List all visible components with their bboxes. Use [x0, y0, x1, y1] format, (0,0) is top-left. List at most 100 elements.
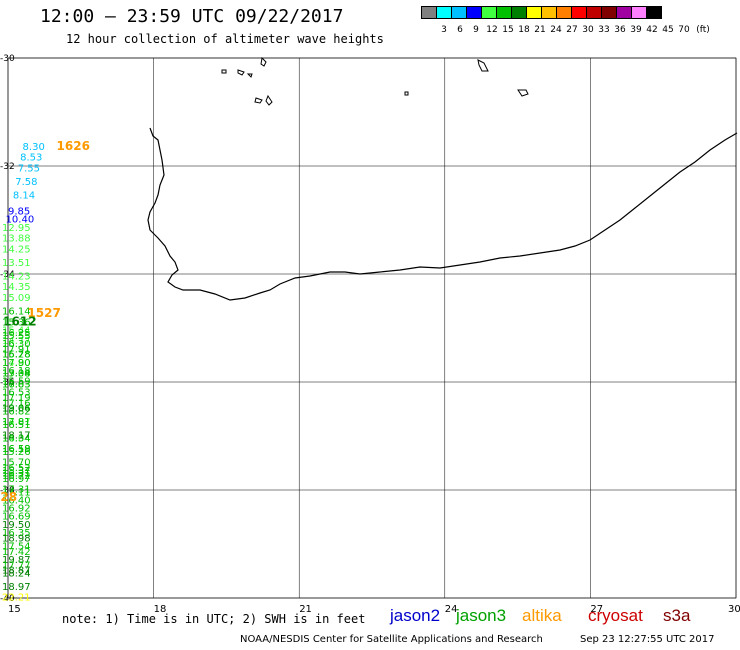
wave-height-label: 17.16 — [2, 398, 31, 409]
wave-height-label: 16.82 — [2, 406, 31, 417]
legend-label-1: 6 — [457, 25, 463, 35]
y-tick-label: -38 — [0, 486, 15, 496]
wave-height-label: 18.17 — [2, 431, 31, 442]
islands — [221, 56, 529, 106]
wave-height-label: 8.53 — [20, 153, 42, 164]
wave-height-label: 17.42 — [2, 547, 31, 558]
wave-height-label: 16.59 — [2, 444, 31, 455]
wave-height-label: 8.30 — [23, 142, 45, 153]
legend-swatch-13 — [616, 6, 632, 19]
legend-swatch-3 — [466, 6, 482, 19]
x-tick-label: 30 — [728, 604, 740, 615]
wave-height-label: 17.11 — [2, 487, 31, 498]
wave-height-points: 8.308.537.557.588.149.8510.4012.9513.881… — [2, 142, 45, 604]
note-text: note: 1) Time is in UTC; 2) SWH is in fe… — [62, 612, 366, 626]
wave-height-label: 19.06 — [2, 404, 31, 415]
pass-time-label: 1626 — [57, 139, 90, 153]
pass-time-label: 1527 — [27, 306, 60, 320]
wave-height-label: 15.70 — [2, 458, 31, 469]
wave-height-label: 13.88 — [2, 234, 31, 245]
satellite-altika: altika — [522, 606, 562, 625]
wave-height-label: 14.35 — [2, 282, 31, 293]
x-tick-label: 24 — [445, 604, 458, 615]
wave-height-label: 18.98 — [2, 533, 31, 544]
wave-height-label: 16.34 — [2, 433, 31, 444]
wave-height-label: 15.26 — [2, 447, 31, 458]
pass-time-labels: 162615271612140216111610162814011400 — [0, 139, 90, 504]
wave-height-label: 18.87 — [2, 566, 31, 577]
wave-height-label: 22.21 — [2, 593, 31, 604]
wave-height-label: 17.90 — [2, 358, 31, 369]
wave-height-label: 16.14 — [2, 307, 31, 318]
wave-height-label: 17.91 — [2, 344, 31, 355]
y-tick-label: -32 — [0, 162, 15, 172]
y-tick-label: -40 — [0, 594, 15, 604]
wave-height-label: 13.64 — [2, 404, 31, 415]
wave-height-label: 7.58 — [15, 177, 37, 188]
wave-height-label: 16.30 — [2, 339, 31, 350]
legend-swatch-10 — [571, 6, 587, 19]
x-tick-label: 21 — [299, 604, 312, 615]
lat-lon-grid: 15 18 21 24 27 30 -30 -32 -34 -36 -38 -40 — [0, 54, 740, 615]
wave-height-label: 7.55 — [18, 163, 40, 174]
wave-height-label: 15.44 — [2, 325, 31, 336]
wave-height-label: 14.80 — [2, 358, 31, 369]
legend-label-5: 18 — [518, 25, 530, 35]
wave-height-label: 16.72 — [2, 471, 31, 482]
wave-height-label: 17.81 — [2, 417, 31, 428]
wave-height-label: 16.51 — [2, 420, 31, 431]
legend-label-13: 42 — [646, 25, 658, 35]
wave-height-label: 14.23 — [2, 271, 31, 282]
legend-swatch-12 — [601, 6, 617, 19]
wave-height-label: 17.77 — [2, 560, 31, 571]
legend-unit-label: (ft) — [696, 25, 710, 35]
wave-height-label: 12.95 — [2, 223, 31, 234]
wave-height-label: 16.40 — [2, 496, 31, 507]
legend-swatch-14 — [631, 6, 647, 19]
wave-height-label: 16.92 — [2, 504, 31, 515]
wave-height-label: 15.09 — [2, 293, 31, 304]
wave-height-label: 16.97 — [2, 474, 31, 485]
y-tick-label: -30 — [0, 54, 15, 64]
wave-height-label: 19.87 — [2, 555, 31, 566]
wave-height-label: 18.97 — [2, 582, 31, 593]
wave-height-label: 17.54 — [2, 541, 31, 552]
y-tick-label: -34 — [0, 270, 15, 280]
wave-height-label: 15.59 — [2, 377, 31, 388]
legend-swatch-7 — [526, 6, 542, 19]
satellite-jason2: jason2 — [390, 606, 441, 625]
wave-height-label: 16.18 — [2, 366, 31, 377]
legend-swatch-0 — [421, 6, 437, 19]
legend-swatch-8 — [541, 6, 557, 19]
legend-swatch-1 — [436, 6, 452, 19]
legend-label-9: 30 — [582, 25, 594, 35]
wave-height-label: 16.52 — [2, 463, 31, 474]
wave-height-label: 15.36 — [2, 317, 31, 328]
map-frame — [7, 57, 737, 599]
legend-swatch-2 — [451, 6, 467, 19]
wave-height-label: 9.85 — [8, 207, 30, 218]
legend-swatch-5 — [496, 6, 512, 19]
legend-swatch-15 — [646, 6, 662, 19]
legend-label-14: 45 — [662, 25, 674, 35]
legend-swatch-11 — [586, 6, 602, 19]
satellite-jason3: jason3 — [456, 606, 507, 625]
x-tick-label: 18 — [154, 604, 167, 615]
legend-label-15: 70 — [678, 25, 690, 35]
legend-label-8: 27 — [566, 25, 578, 35]
wave-height-label: 16.28 — [2, 350, 31, 361]
wave-height-label: 15.37 — [2, 466, 31, 477]
wave-height-label: 16.35 — [2, 528, 31, 539]
wave-height-label: 8.14 — [13, 190, 35, 201]
color-legend — [421, 6, 662, 19]
pass-time-label: 1612 — [3, 314, 36, 328]
legend-swatch-9 — [556, 6, 572, 19]
footer-credit: NOAA/NESDIS Center for Satellite Applica… — [240, 634, 543, 645]
wave-height-label: 17.31 — [2, 485, 31, 496]
wave-height-label: 19.50 — [2, 520, 31, 531]
legend-label-0: 3 — [441, 25, 447, 35]
wave-height-label: 17.19 — [2, 393, 31, 404]
wave-height-label: 13.51 — [2, 258, 31, 269]
coastline-south-africa — [147, 127, 738, 301]
